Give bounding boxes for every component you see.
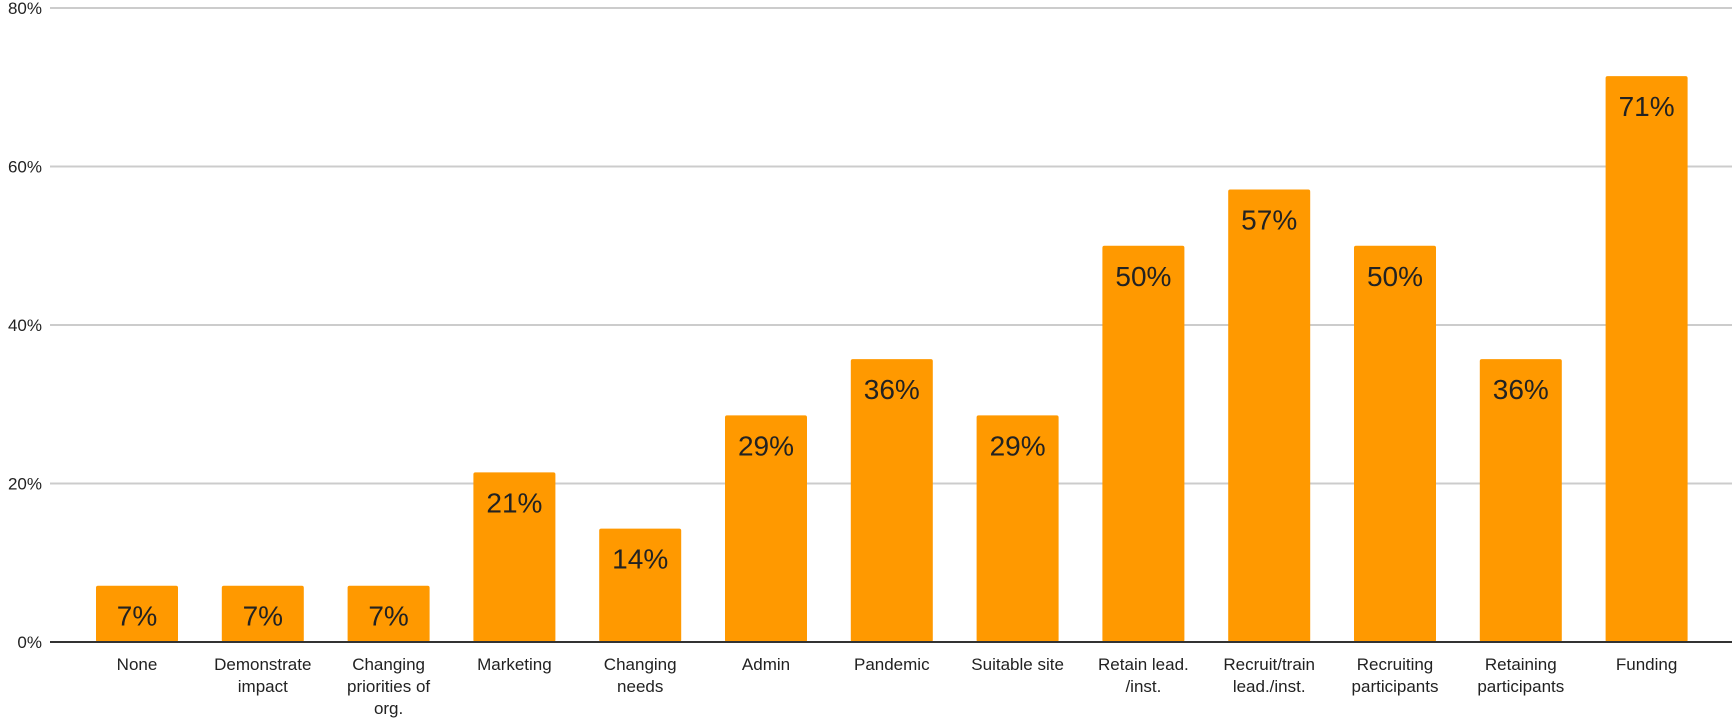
- x-tick-label: Retain lead./inst.: [1098, 655, 1189, 696]
- bar: [1479, 359, 1562, 642]
- x-tick-label: Funding: [1616, 655, 1677, 674]
- bar-value-label: 7%: [368, 601, 408, 632]
- bar-value-label: 7%: [243, 601, 283, 632]
- bars: [96, 76, 1688, 643]
- x-tick-label: Marketing: [477, 655, 552, 674]
- y-tick-label: 80%: [8, 0, 42, 18]
- bar-value-label: 57%: [1241, 204, 1297, 235]
- bar-value-label: 36%: [864, 374, 920, 405]
- x-tick-label: Demonstrate impact: [214, 655, 311, 696]
- y-tick-label: 60%: [8, 158, 42, 177]
- x-tick-label: None: [117, 655, 158, 674]
- bar-value-label: 7%: [117, 601, 157, 632]
- x-tick-label: Suitable site: [971, 655, 1064, 674]
- bar: [96, 585, 178, 642]
- bar: [1605, 76, 1688, 642]
- bar: [221, 585, 304, 642]
- bar: [1354, 245, 1436, 642]
- x-tick-label: Recruit/train lead./inst.: [1223, 655, 1315, 696]
- x-tick-label: Admin: [742, 655, 790, 674]
- bar-value-label: 50%: [1367, 261, 1423, 292]
- bar-value-label: 29%: [738, 430, 794, 461]
- x-tick-label: Retaining participants: [1477, 655, 1564, 696]
- bar-value-label: 50%: [1115, 261, 1171, 292]
- y-tick-label: 20%: [8, 475, 42, 494]
- bar: [347, 585, 430, 642]
- x-tick-label: Changing priorities of org.: [347, 655, 430, 718]
- y-axis-tick-labels: 0% 20% 40% 60% 80%: [8, 0, 42, 652]
- bar-data-labels: 7% 7% 7% 21% 14% 29% 36% 29% 50% 57% 50% 36% 71%: [117, 91, 1675, 632]
- bar: [1228, 189, 1311, 643]
- bar: [850, 359, 933, 642]
- bar-value-label: 14%: [612, 544, 668, 575]
- y-tick-label: 0%: [17, 633, 42, 652]
- y-tick-label: 40%: [8, 316, 42, 335]
- bar: [725, 415, 807, 642]
- x-axis-tick-labels: None Demonstrate impact Changing priorities …: [117, 655, 1678, 718]
- x-tick-label: Recruiting participants: [1352, 655, 1439, 696]
- x-tick-label: Pandemic: [854, 655, 930, 674]
- bar-value-label: 21%: [486, 487, 542, 518]
- bar-value-label: 71%: [1619, 91, 1675, 122]
- bar: [599, 528, 682, 642]
- x-tick-label: Changing needs: [604, 655, 677, 696]
- bar: [473, 472, 556, 642]
- bar: [1102, 245, 1185, 642]
- bar-value-label: 29%: [990, 430, 1046, 461]
- bar: [976, 415, 1059, 642]
- bar-value-label: 36%: [1493, 374, 1549, 405]
